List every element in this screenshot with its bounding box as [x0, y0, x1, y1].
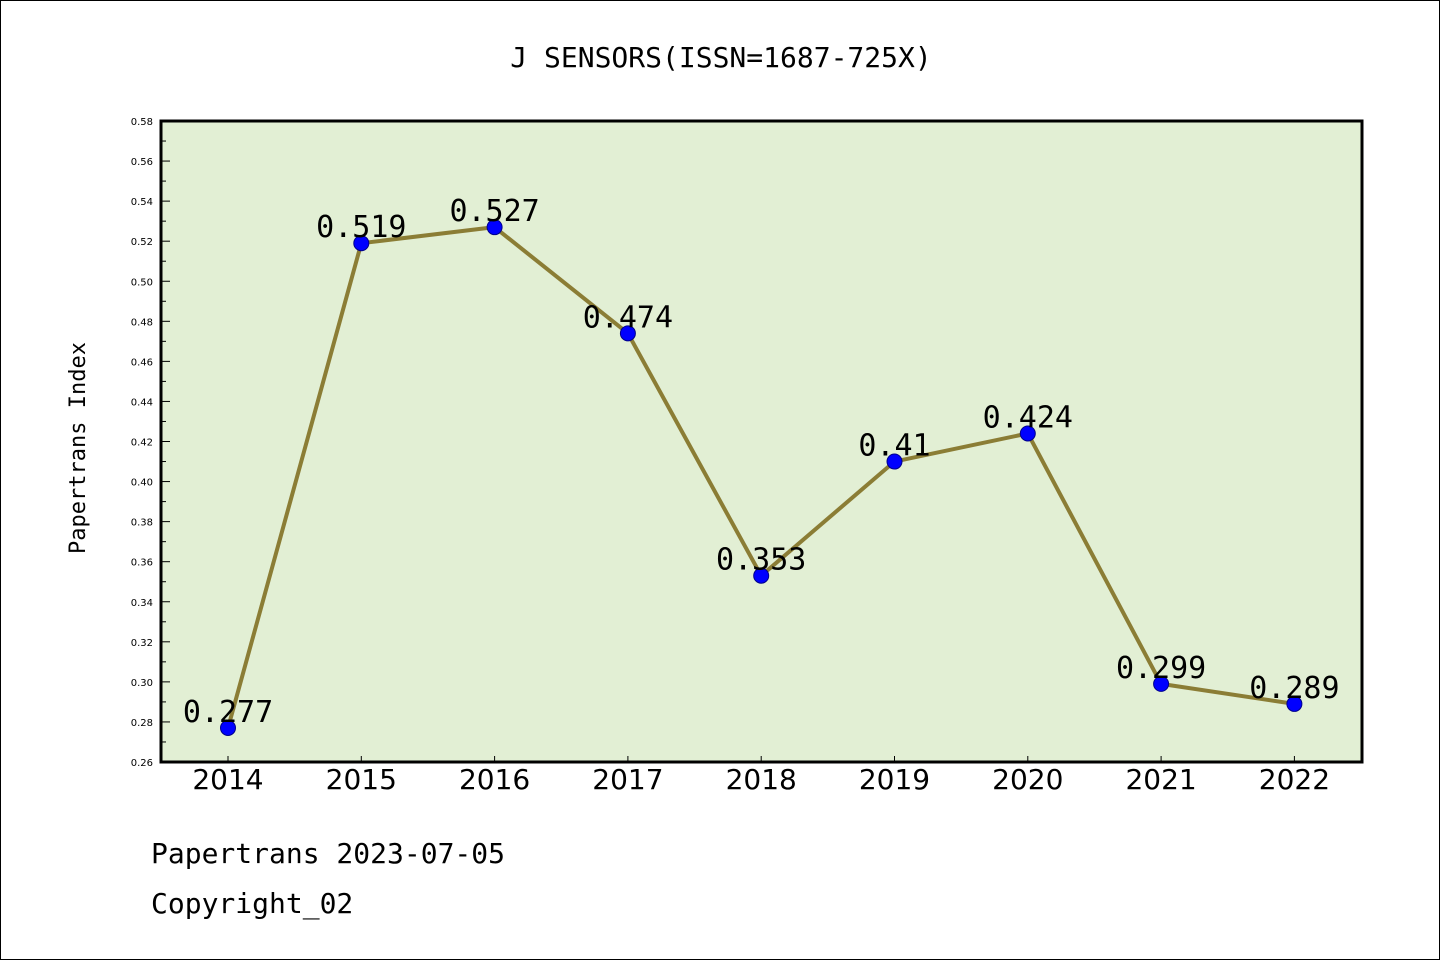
y-tick-label: 0.42: [131, 438, 153, 449]
data-point: [886, 453, 903, 470]
y-tick-label: 0.50: [131, 277, 153, 288]
data-point: [753, 567, 770, 584]
data-point: [353, 235, 370, 252]
chart-title: J SENSORS(ISSN=1687-725X): [510, 41, 931, 74]
y-tick-label: 0.30: [131, 678, 153, 689]
x-tick-label: 2021: [1125, 763, 1196, 796]
data-label: 0.41: [858, 429, 930, 464]
x-tick-label: 2020: [992, 763, 1063, 796]
data-point: [1286, 695, 1303, 712]
data-point: [1153, 675, 1170, 692]
data-label: 0.424: [983, 400, 1073, 435]
data-point: [1019, 425, 1036, 442]
y-tick-label: 0.58: [131, 117, 153, 128]
y-tick-label: 0.40: [131, 478, 153, 489]
data-label: 0.277: [183, 695, 273, 730]
y-tick-label: 0.54: [131, 197, 153, 208]
x-tick-label: 2015: [326, 763, 397, 796]
x-tick-label: 2016: [459, 763, 530, 796]
y-tick-label: 0.26: [131, 758, 153, 769]
data-point: [220, 719, 236, 736]
y-tick-label: 0.56: [131, 157, 153, 168]
x-tick-label: 2018: [726, 763, 797, 796]
footer-date: Papertrans 2023-07-05: [151, 837, 506, 870]
y-tick-label: 0.34: [131, 598, 153, 609]
data-label: 0.527: [449, 194, 539, 229]
x-axis-ticks: 2014 2015 2016 2017 2018 2019 2020 2021 2022: [192, 756, 1330, 796]
x-tick-label: 2022: [1259, 763, 1330, 796]
data-labels: 0.277 0.519 0.527 0.474 0.353 0.41 0.424 0.299 0…: [183, 194, 1340, 730]
data-label: 0.353: [716, 543, 806, 578]
y-tick-label: 0.38: [131, 518, 153, 529]
plot-area: [159, 119, 1364, 764]
data-label: 0.289: [1249, 671, 1339, 706]
data-point: [486, 219, 503, 236]
data-label: 0.519: [316, 210, 406, 245]
x-tick-label: 2014: [192, 763, 263, 796]
data-point: [619, 325, 636, 342]
y-tick-label: 0.46: [131, 357, 153, 368]
data-label: 0.474: [583, 300, 673, 335]
y-tick-label: 0.36: [131, 558, 153, 569]
x-tick-label: 2017: [592, 763, 663, 796]
footer-copyright: Copyright_02: [151, 887, 354, 920]
y-axis-label: Papertrans Index: [66, 342, 91, 554]
y-tick-label: 0.28: [131, 718, 153, 729]
y-axis-ticks: 0.26 0.28 0.30 0.32 0.34 0.36 0.38 0.40 0.42 0.44…: [131, 117, 170, 769]
y-tick-label: 0.48: [131, 317, 153, 328]
data-label: 0.299: [1116, 651, 1206, 686]
y-tick-label: 0.52: [131, 237, 153, 248]
series: [220, 219, 1303, 736]
y-tick-label: 0.44: [131, 397, 153, 408]
y-tick-label: 0.32: [131, 638, 153, 649]
x-tick-label: 2019: [859, 763, 930, 796]
